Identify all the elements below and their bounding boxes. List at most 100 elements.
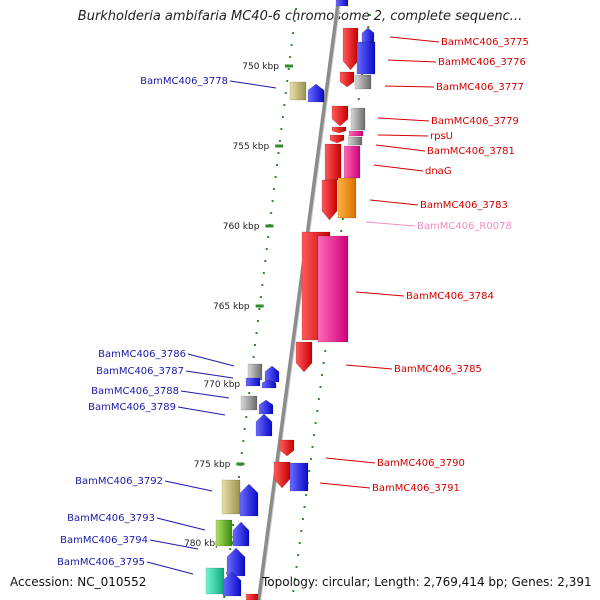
outer-gene-6 [343, 145, 361, 179]
outer-gene-4 [348, 130, 364, 137]
scale-dot [254, 344, 257, 346]
track-dot [317, 398, 320, 400]
scale-dot [284, 92, 287, 94]
scale-dot [261, 284, 264, 286]
scale-label-2: 760 kbp [223, 222, 260, 232]
right-label-6: dnaG [425, 166, 452, 177]
right-label-11: BamMC406_3790 [377, 458, 465, 469]
left-label-1: BamMC406_3786 [98, 349, 186, 360]
scale-dot [290, 44, 293, 46]
track-dot [293, 578, 296, 580]
forward-gene-6 [321, 179, 338, 221]
scale-dot [255, 332, 258, 334]
right-leader-11 [325, 457, 376, 464]
forward-gene-1 [339, 71, 355, 88]
reverse-gene-6 [240, 395, 258, 411]
left-leader-3 [180, 390, 230, 399]
track-dot [309, 458, 312, 460]
reverse-gene-9 [221, 479, 241, 515]
reverse-gene-8 [255, 413, 273, 437]
forward-gene-9 [279, 439, 295, 457]
track-dot [367, 26, 370, 28]
left-leader-6 [156, 517, 206, 531]
reverse-gene-15 [222, 571, 242, 597]
scale-dot [267, 236, 270, 238]
left-label-7: BamMC406_3794 [60, 535, 148, 546]
track-dot [303, 506, 306, 508]
right-label-9: BamMC406_3784 [406, 291, 494, 302]
scale-dot [270, 212, 273, 214]
scale-dot [278, 140, 281, 142]
scale-dot [283, 104, 286, 106]
track-dot [311, 446, 314, 448]
track-dot [297, 554, 300, 556]
left-leader-2 [185, 370, 234, 379]
track-dot [357, 98, 360, 100]
left-leader-0 [229, 80, 277, 89]
reverse-gene-14 [205, 567, 225, 595]
left-label-2: BamMC406_3787 [96, 366, 184, 377]
scale-dot [274, 176, 277, 178]
left-label-5: BamMC406_3792 [75, 476, 163, 487]
right-label-1: BamMC406_3776 [438, 57, 526, 68]
scale-dot [280, 128, 283, 130]
topology-label: Topology: circular; Length: 2,769,414 bp… [262, 575, 592, 589]
track-dot [295, 566, 298, 568]
left-leader-8 [146, 561, 194, 575]
reverse-gene-3 [264, 365, 280, 383]
outer-gene-5 [347, 136, 363, 146]
scale-dot [295, 8, 298, 10]
reverse-gene-4 [245, 377, 261, 387]
reverse-gene-12 [232, 521, 250, 547]
outer-gene-1 [356, 41, 376, 75]
scale-dot [243, 428, 246, 430]
right-label-3: BamMC406_3779 [431, 116, 519, 127]
scale-dot [242, 440, 245, 442]
scale-dot [258, 308, 261, 310]
outer-gene-8 [317, 235, 349, 343]
right-label-2: BamMC406_3777 [436, 82, 524, 93]
left-leader-5 [164, 480, 213, 492]
accession-label: Accession: NC_010552 [10, 575, 147, 589]
scale-dot [245, 416, 248, 418]
left-leader-7 [149, 539, 199, 550]
right-label-4: rpsU [430, 131, 453, 142]
scale-dot [237, 476, 240, 478]
track-dot [298, 542, 301, 544]
right-leader-2 [384, 85, 435, 88]
track-dot [300, 530, 303, 532]
outer-gene-2 [354, 74, 372, 90]
left-label-0: BamMC406_3778 [140, 76, 228, 87]
outer-gene-9 [289, 462, 309, 492]
scale-dot [232, 524, 235, 526]
right-label-5: BamMC406_3781 [427, 146, 515, 157]
track-dot [321, 374, 324, 376]
forward-gene-10 [273, 461, 291, 489]
track-dot [308, 470, 311, 472]
scale-dot [223, 596, 226, 598]
backbone-highlight [260, 0, 342, 600]
right-leader-8 [365, 221, 416, 227]
right-leader-9 [355, 291, 405, 297]
scale-label-4: 770 kbp [203, 380, 240, 390]
right-leader-4 [377, 134, 429, 137]
track-dot [305, 494, 308, 496]
scale-dot [256, 320, 259, 322]
forward-gene-0 [342, 27, 359, 71]
scale-dot [292, 32, 295, 34]
right-leader-10 [345, 364, 393, 370]
forward-gene-8 [295, 341, 313, 373]
scale-dot [252, 356, 255, 358]
track-dot [292, 590, 295, 592]
scale-label-5: 775 kbp [194, 460, 231, 470]
forward-gene-2 [331, 105, 349, 127]
outer-gene-0 [361, 27, 375, 43]
reverse-gene-10 [239, 483, 259, 517]
right-label-12: BamMC406_3791 [372, 483, 460, 494]
track-dot [313, 434, 316, 436]
outer-gene-3 [350, 107, 366, 131]
track-dot [301, 518, 304, 520]
scale-dot [259, 296, 262, 298]
right-label-8: BamMC406_R0078 [417, 221, 512, 232]
